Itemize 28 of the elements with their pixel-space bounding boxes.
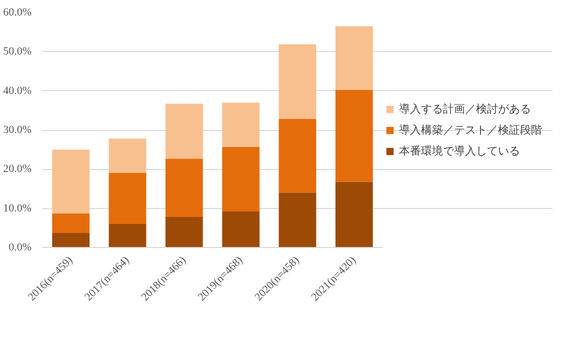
bar <box>222 146 260 212</box>
bar <box>165 104 203 159</box>
bar <box>278 192 316 248</box>
bar <box>278 44 316 120</box>
bar <box>165 158 203 217</box>
bar <box>52 213 90 234</box>
legend-label: 本番環境で導入している <box>399 144 520 158</box>
y-tick-label: 40.0% <box>3 84 32 97</box>
bar <box>108 138 146 173</box>
bar <box>108 224 146 248</box>
legend-label: 導入構築／テスト／検証段階 <box>399 123 542 137</box>
bar <box>52 233 90 248</box>
legend-label: 導入する計画／検討がある <box>399 102 531 116</box>
bar <box>108 172 146 224</box>
bar <box>222 102 260 147</box>
bar <box>278 119 316 193</box>
bar <box>52 150 90 214</box>
bar <box>335 182 373 248</box>
y-tick-label: 60.0% <box>3 6 32 18</box>
bar <box>335 90 373 182</box>
bar <box>222 211 260 248</box>
bar <box>335 26 373 90</box>
y-tick-label: 30.0% <box>3 124 32 136</box>
y-tick-label: 0.0% <box>8 242 32 254</box>
y-tick-label: 20.0% <box>3 163 32 176</box>
y-tick-label: 10.0% <box>3 202 32 214</box>
bar <box>165 216 203 248</box>
y-tick-label: 50.0% <box>3 46 32 58</box>
